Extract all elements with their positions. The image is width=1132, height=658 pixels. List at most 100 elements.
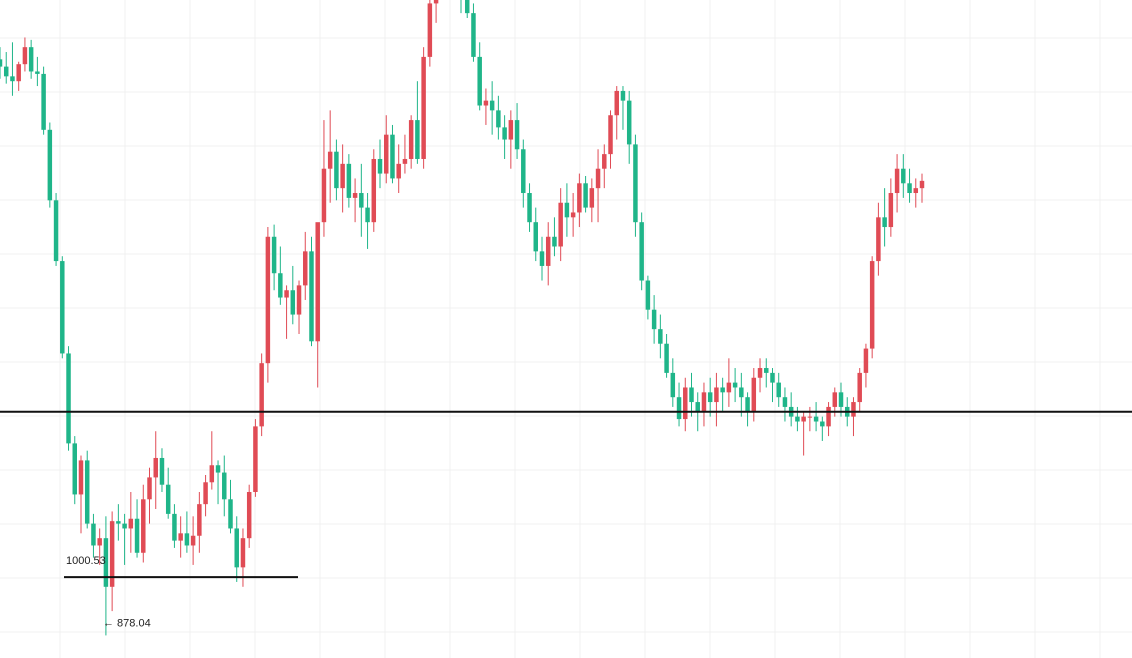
candle-body [334,151,339,189]
candle-body [869,261,875,349]
candle [888,178,894,237]
candle-body [303,251,308,286]
candle-body [153,457,158,478]
candle [869,256,875,359]
candle-body [807,416,813,418]
candle-body [327,151,333,169]
candle-body [907,183,912,194]
candle-body [863,348,869,373]
candle-body [377,158,383,174]
candle-body [832,392,838,407]
candle-body [471,13,476,57]
candle-body [602,154,607,169]
candle [234,516,239,582]
candle-body [633,144,638,223]
candle-body [290,290,296,315]
candle [103,516,109,636]
candle [683,377,688,432]
candle [377,139,383,189]
candle-body [620,90,626,101]
candle [0,47,3,79]
candle [776,372,781,407]
candle [489,81,495,135]
candle-body [265,236,271,364]
candle [396,144,401,194]
candle [907,168,912,203]
candle [184,511,190,553]
candle-body [751,377,757,412]
candle [477,42,482,111]
candle [701,382,707,427]
candle-body [801,416,806,422]
candle [602,144,607,189]
candle-body [109,521,115,587]
candle-body [888,193,894,228]
candle [782,387,788,422]
candle [464,0,470,18]
candle-body [122,523,127,529]
candle [857,368,862,412]
candle [340,144,345,213]
candle-body [514,120,520,150]
candle [608,110,613,169]
candle [66,346,71,451]
candle [91,513,96,558]
candle-body [552,236,557,247]
candle [894,154,900,213]
candle-body [178,533,183,541]
candle [259,353,264,437]
candle-body [876,217,881,262]
candle-body [539,251,545,266]
candle [707,377,713,417]
candle [433,0,439,23]
candle [246,484,252,548]
candle-body [352,193,358,198]
candle [384,115,389,184]
candle [84,450,90,529]
candle-body [296,285,302,315]
candle [122,513,127,565]
candle [801,411,806,456]
candle-body [683,387,688,420]
candle-body [3,66,9,77]
candle-body [28,47,34,72]
candle-body [676,397,682,420]
candle-body [215,465,221,473]
candle-body [583,183,588,208]
candle [327,110,333,203]
candle [552,217,557,257]
candle [689,372,694,417]
low-price-annotation: ← 878.04 [103,617,151,629]
candle-body [10,76,15,82]
candle-body [128,518,134,529]
horizontal-lines[interactable] [0,410,1132,579]
candle-body [22,47,28,65]
candle [165,467,171,519]
candle [427,0,433,67]
candle [109,511,115,612]
candle [153,431,158,510]
candle [826,402,831,437]
candle [147,467,152,524]
candle [726,358,732,407]
candle-body [894,168,900,194]
candle-body [496,110,501,128]
candle [209,431,215,490]
candle [35,56,40,87]
candle [334,139,339,201]
candle [371,149,377,232]
candle [651,295,657,344]
candle [415,81,420,164]
candle-body [53,200,59,262]
candle [919,173,925,203]
candle-body [707,392,713,403]
candle-body [577,183,582,213]
candle-body [396,163,401,179]
candle-body [732,382,738,388]
candle-body [464,0,470,14]
candle-body [78,460,84,495]
candle-body [66,353,71,444]
candle [496,95,501,140]
